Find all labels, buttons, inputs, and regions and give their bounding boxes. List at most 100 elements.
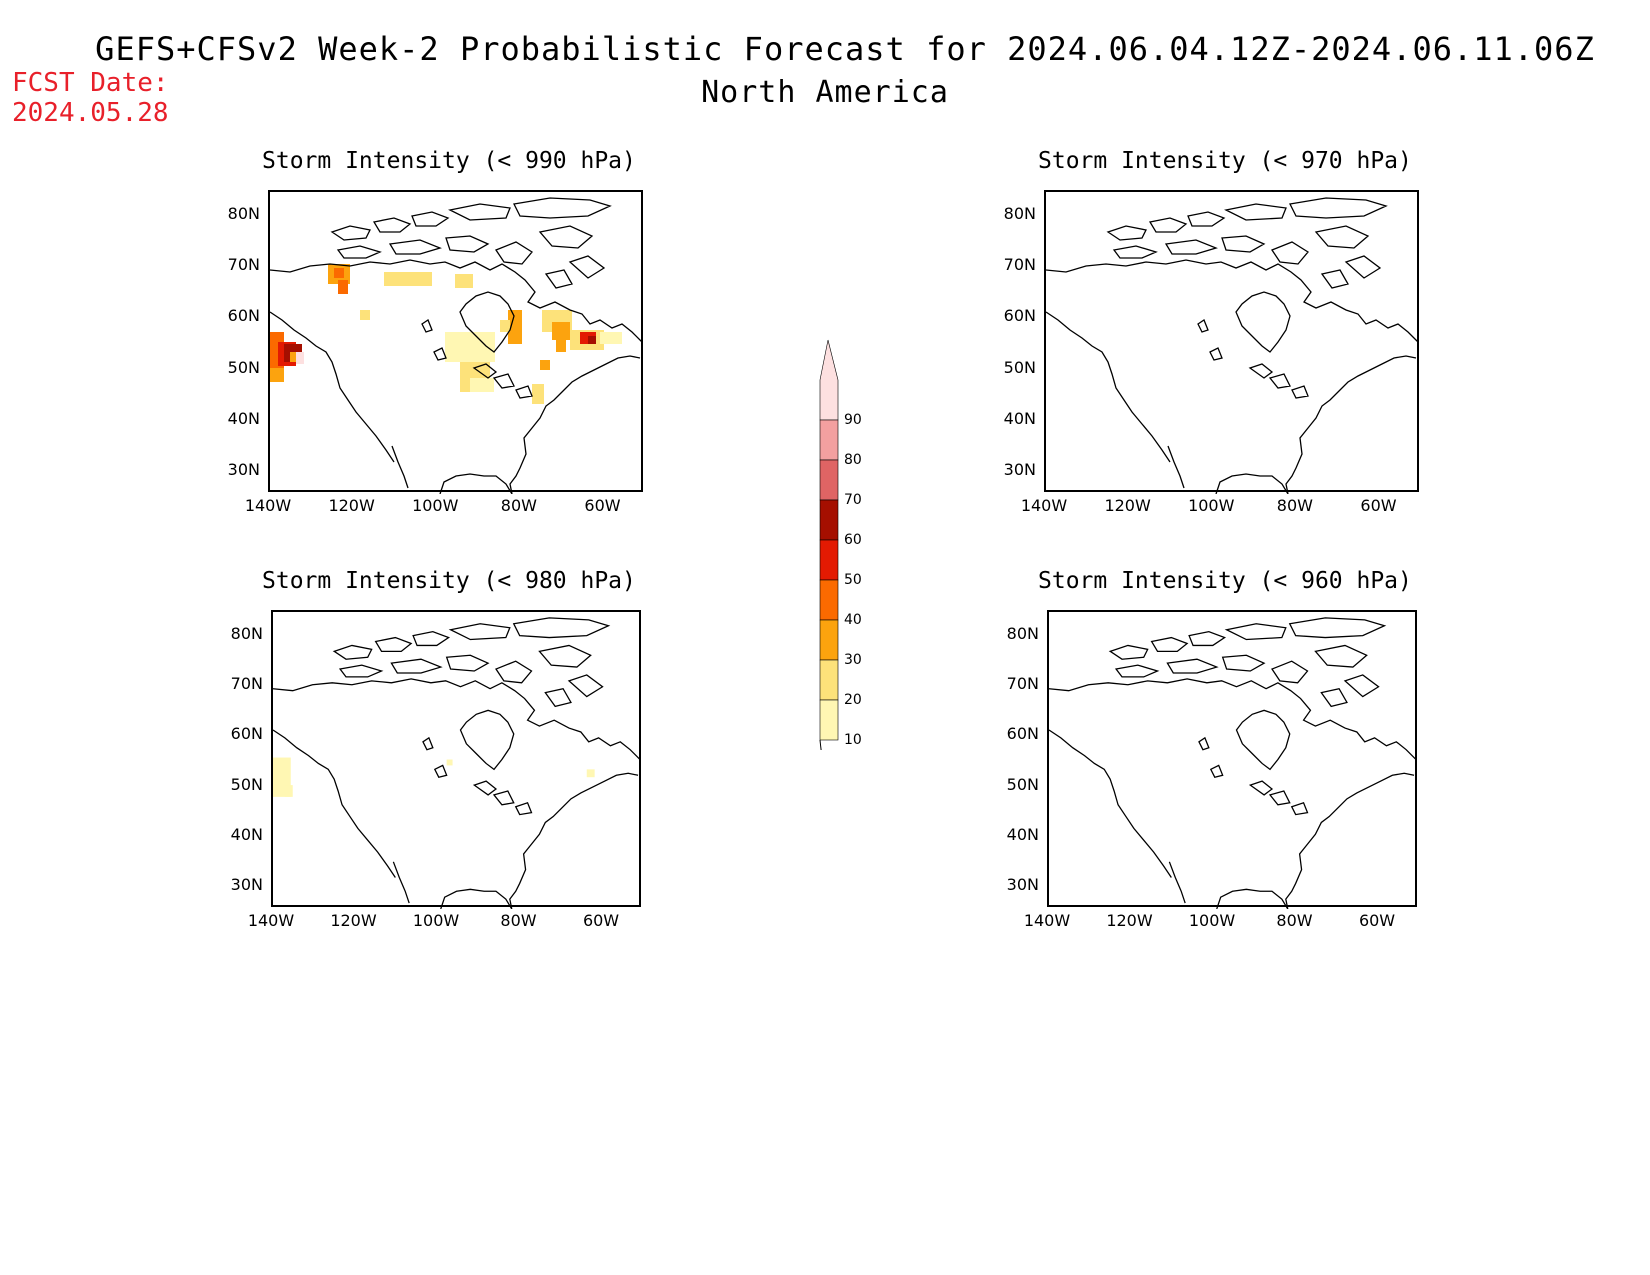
- forecast-date-block: FCST Date: 2024.05.28: [12, 68, 169, 128]
- colorbar-swatch: [819, 499, 839, 541]
- lat-tick-label: 60N: [230, 724, 263, 744]
- probability-cell: [586, 769, 595, 778]
- lon-tick-label: 140W: [244, 496, 292, 515]
- map-svg: [273, 617, 641, 909]
- arctic-islands: [330, 197, 612, 289]
- probability-cell: [338, 280, 348, 294]
- lon-tick-label: 140W: [1020, 496, 1068, 515]
- lat-tick-label: 30N: [227, 460, 260, 479]
- lat-tick-label: 60N: [1003, 306, 1036, 326]
- lon-tick-label: 80W: [1276, 496, 1313, 515]
- lat-tick-label: 80N: [230, 624, 263, 643]
- lat-tick-label: 40N: [1003, 408, 1036, 428]
- lon-tick-label: 120W: [1104, 496, 1151, 515]
- lon-tick-label: 80W: [500, 496, 537, 515]
- lon-tick-label: 60W: [1360, 496, 1397, 515]
- map-frame: [268, 190, 643, 494]
- probability-cell: [334, 268, 344, 278]
- colorbar-level-label: 10: [844, 732, 862, 748]
- lat-tick-label: 50N: [230, 774, 263, 794]
- lat-tick-label: 70N: [1006, 674, 1039, 694]
- lon-tick-label: 120W: [1106, 911, 1153, 930]
- colorbar-swatch: [819, 339, 839, 421]
- map-svg: [1049, 617, 1417, 909]
- lon-tick-label: 80W: [1276, 911, 1313, 930]
- map-frame: [1047, 610, 1417, 909]
- lat-tick-label: 70N: [230, 674, 263, 694]
- lat-tick-label: 30N: [1003, 460, 1036, 479]
- colorbar-level-label: 70: [844, 492, 862, 508]
- arctic-islands: [1108, 617, 1387, 708]
- lon-tick-label: 120W: [330, 911, 377, 930]
- lat-tick-label: 30N: [1006, 875, 1039, 894]
- colorbar-swatch: [819, 659, 839, 701]
- panel-title: Storm Intensity (< 960 hPa): [1038, 568, 1412, 594]
- probability-cell: [588, 336, 596, 344]
- colorbar-swatch: [819, 419, 839, 461]
- colorbar-level-label: 80: [844, 452, 862, 468]
- probability-cell: [290, 352, 300, 362]
- colorbar-level-label: 60: [844, 532, 862, 548]
- lon-tick-label: 60W: [582, 911, 620, 930]
- lat-tick-label: 70N: [1003, 255, 1036, 275]
- lon-tick-label: 100W: [1188, 911, 1236, 930]
- lon-tick-label: 100W: [1188, 496, 1235, 515]
- panel-title: Storm Intensity (< 990 hPa): [262, 148, 636, 174]
- lat-tick-label: 80N: [227, 204, 260, 223]
- great-lakes: [422, 736, 533, 816]
- lat-tick-label: 80N: [1006, 624, 1039, 643]
- probability-cell: [296, 352, 304, 364]
- lon-tick-label: 60W: [1358, 911, 1396, 930]
- probability-cell: [446, 759, 453, 766]
- lat-tick-label: 50N: [227, 357, 260, 377]
- lon-tick-label: 140W: [1023, 911, 1071, 930]
- panel-title: Storm Intensity (< 980 hPa): [262, 568, 636, 594]
- forecast-date-value: 2024.05.28: [12, 98, 169, 128]
- lat-tick-label: 50N: [1006, 774, 1039, 794]
- colorbar-swatch: [819, 619, 839, 661]
- lon-tick-label: 120W: [328, 496, 375, 515]
- colorbar-svg: [819, 339, 839, 750]
- probability-cell: [455, 274, 473, 288]
- lon-tick-label: 100W: [412, 496, 459, 515]
- probability-cell: [508, 310, 522, 344]
- colorbar-level-label: 90: [844, 412, 862, 428]
- probability-cell: [556, 340, 566, 352]
- colorbar-tail: [819, 739, 822, 750]
- probability-cell: [532, 384, 544, 404]
- forecast-date-label: FCST Date:: [12, 68, 169, 98]
- map-svg: [270, 197, 643, 494]
- map-svg: [1046, 197, 1419, 494]
- lat-tick-label: 40N: [230, 824, 263, 844]
- colorbar-swatch: [819, 459, 839, 501]
- colorbar-level-label: 50: [844, 572, 862, 588]
- probability-colorbar: 10 20 30 40 50 60 70 80 90: [800, 330, 920, 750]
- map-frame: [1044, 190, 1419, 494]
- probability-cell: [384, 272, 432, 286]
- arctic-islands: [332, 617, 611, 708]
- great-lakes: [421, 319, 533, 399]
- lat-tick-label: 50N: [1003, 357, 1036, 377]
- panel-title: Storm Intensity (< 970 hPa): [1038, 148, 1412, 174]
- lat-tick-label: 40N: [1006, 824, 1039, 844]
- probability-cell: [500, 320, 510, 332]
- colorbar-swatch: [819, 579, 839, 621]
- main-title: GEFS+CFSv2 Week-2 Probabilistic Forecast…: [95, 30, 1595, 68]
- lat-tick-label: 40N: [227, 408, 260, 428]
- lon-tick-label: 60W: [584, 496, 621, 515]
- great-lakes: [1198, 736, 1309, 816]
- arctic-islands: [1106, 197, 1388, 289]
- colorbar-swatch: [819, 539, 839, 581]
- probability-cell: [470, 378, 494, 392]
- colorbar-swatch: [819, 699, 839, 741]
- coastline: [270, 259, 643, 494]
- great-lakes: [1197, 319, 1309, 399]
- lat-tick-label: 60N: [227, 306, 260, 326]
- probability-cell: [360, 310, 370, 320]
- probability-cell: [540, 360, 550, 370]
- probability-cell: [284, 785, 293, 797]
- lon-tick-label: 140W: [247, 911, 295, 930]
- lon-tick-label: 100W: [412, 911, 460, 930]
- coastline: [1046, 259, 1419, 494]
- probability-cell: [552, 322, 570, 340]
